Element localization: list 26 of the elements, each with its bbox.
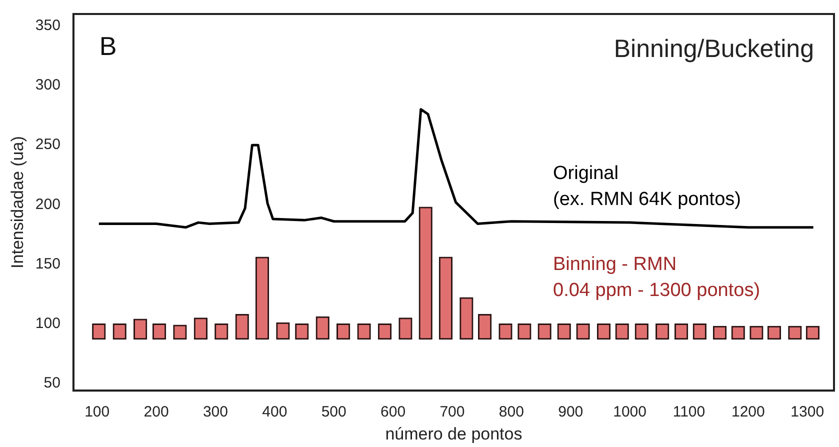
- x-tick-label: 600: [380, 404, 406, 421]
- y-tick-label: 100: [35, 315, 60, 332]
- series-label: Original (ex. RMN 64K pontos): [553, 163, 741, 210]
- x-tick-label: 100: [84, 404, 110, 421]
- y-tick-label: 300: [35, 76, 60, 94]
- x-tick-label: 300: [202, 404, 228, 421]
- text: Binning/Bucketing: [614, 34, 814, 63]
- x-tick-label: 500: [321, 404, 346, 421]
- y-tick-label: 50: [44, 374, 60, 392]
- x-tick-label: 1000: [613, 404, 646, 421]
- x-tick-label: 400: [262, 404, 288, 421]
- y-tick-label: 200: [35, 196, 60, 213]
- x-tick-label: 1100: [672, 404, 706, 421]
- annotation: B: [99, 31, 117, 62]
- x-tick-label: 1300: [790, 404, 824, 421]
- x-tick-label: 1200: [731, 404, 765, 421]
- y-axis-title: Intensidadae (ua): [8, 136, 27, 268]
- x-tick-label: 700: [440, 404, 465, 421]
- x-tick-label: 800: [498, 404, 524, 421]
- x-axis-title: número de pontos: [385, 424, 522, 444]
- x-tick-label: 200: [144, 404, 169, 421]
- x-tick-label: 900: [558, 404, 584, 421]
- y-tick-label: 350: [35, 17, 60, 34]
- y-tick-label: 150: [35, 255, 60, 272]
- series-label: Binning - RMN 0.04 ppm - 1300 pontos): [553, 254, 760, 302]
- y-tick-label: 250: [35, 136, 60, 154]
